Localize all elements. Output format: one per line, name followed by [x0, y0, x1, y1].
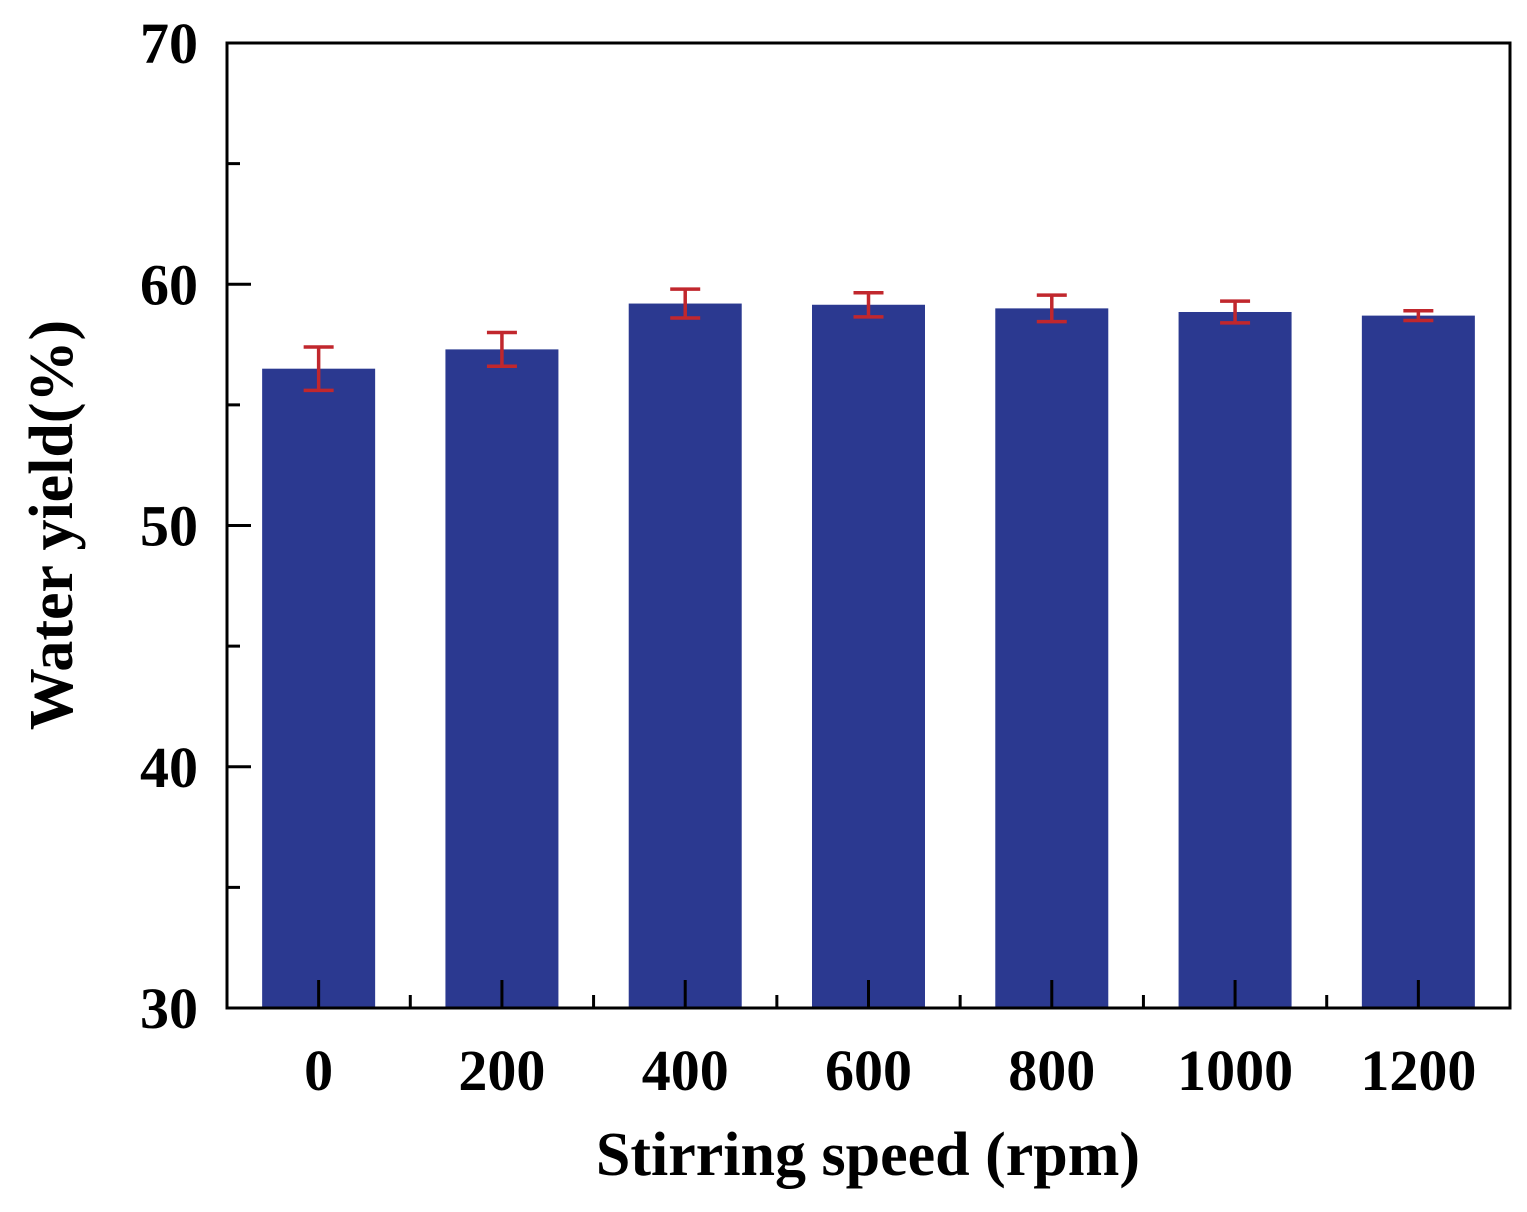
- error-bars-group: [303, 287, 1434, 393]
- error-bar-1000: [1220, 299, 1251, 325]
- x-tick-label: 1000: [1177, 1038, 1293, 1103]
- error-bar-1200: [1403, 309, 1434, 323]
- x-tick-label: 200: [458, 1038, 545, 1103]
- x-axis-title: Stirring speed (rpm): [596, 1121, 1140, 1189]
- bar-600: [812, 304, 925, 1009]
- bar-1000: [1178, 311, 1292, 1008]
- x-tick-label: 0: [304, 1038, 333, 1103]
- tick-labels-group: 30 40 50 60 70 0 200 400 600 800 1000 1200: [140, 11, 1476, 1103]
- y-axis-title: Water yield(%): [18, 320, 86, 730]
- bar-400: [628, 303, 742, 1008]
- bar-0: [262, 368, 376, 1008]
- bar-1200: [1361, 315, 1475, 1008]
- bar-200: [445, 349, 559, 1008]
- x-tick-label: 600: [825, 1038, 912, 1103]
- error-bar-600: [853, 290, 884, 319]
- y-tick-label: 30: [140, 976, 198, 1041]
- bars-group: [262, 303, 1475, 1009]
- x-tick-label: 400: [642, 1038, 729, 1103]
- error-bar-0: [303, 345, 334, 393]
- x-tick-label: 1200: [1360, 1038, 1476, 1103]
- y-tick-label: 50: [140, 494, 198, 559]
- error-bar-800: [1036, 293, 1067, 324]
- y-tick-label: 60: [140, 252, 198, 317]
- error-bar-200: [486, 330, 517, 369]
- axis-ticks-group: [227, 41, 1420, 1010]
- y-tick-label: 40: [140, 735, 198, 800]
- error-bar-400: [670, 287, 701, 320]
- y-tick-label: 70: [140, 11, 198, 76]
- bar-800: [995, 308, 1109, 1008]
- x-tick-label: 800: [1008, 1038, 1095, 1103]
